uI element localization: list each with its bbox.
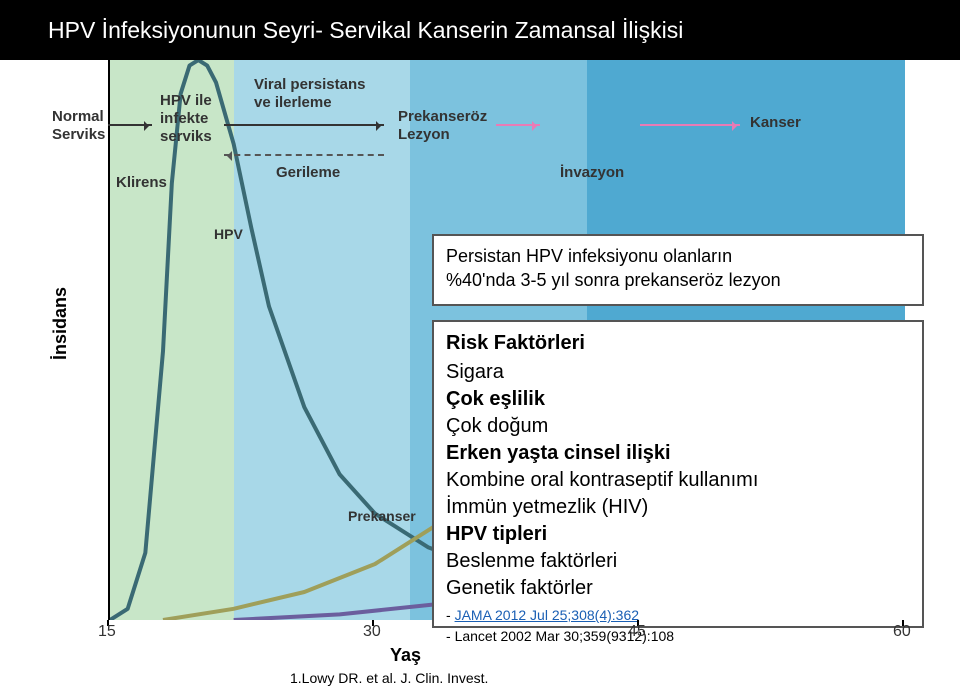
arrow-infekte-to-prekanseroz [224, 124, 384, 126]
curve-label-prekanser: Prekanser [348, 508, 416, 524]
risk-item-0: Sigara [446, 359, 910, 386]
risk-item-3: Erken yaşta cinsel ilişki [446, 440, 910, 467]
label-normal-serviks: Normal Serviks [52, 108, 105, 144]
xtick-label: 30 [363, 623, 381, 641]
slide-title: HPV İnfeksiyonunun Seyri- Servikal Kanse… [0, 0, 960, 60]
label-klirens: Klirens [116, 174, 167, 192]
xtick-label: 45 [628, 623, 646, 641]
progression-labels: Normal Serviks HPV ile infekte serviks K… [0, 64, 960, 214]
arrow-normal-to-infekte [108, 124, 152, 126]
risk-item-7: Beslenme faktörleri [446, 548, 910, 575]
risk-item-1: Çok eşlilik [446, 386, 910, 413]
risk-cite-0: - JAMA 2012 Jul 25;308(4):362 [446, 606, 910, 625]
risk-cite-1: - Lancet 2002 Mar 30;359(9312):108 [446, 627, 910, 646]
xtick-label: 60 [893, 623, 911, 641]
label-viral-persistans: Viral persistans ve ilerleme [254, 76, 365, 112]
risk-item-2: Çok doğum [446, 413, 910, 440]
arrow-gerileme [224, 154, 384, 156]
label-prekanseroz: Prekanseröz Lezyon [398, 108, 487, 144]
risk-title: Risk Faktörleri [446, 330, 910, 357]
arrow-prekanseroz-right [496, 124, 540, 126]
risk-item-8: Genetik faktörler [446, 575, 910, 602]
y-axis-label: İnsidans [50, 287, 71, 360]
xtick-label: 15 [98, 623, 116, 641]
curve-label-hpv: HPV [214, 226, 243, 242]
footnote-citation: 1.Lowy DR. et al. J. Clin. Invest. [290, 670, 488, 686]
risk-item-5: İmmün yetmezlik (HIV) [446, 494, 910, 521]
label-kanser-stage: Kanser [750, 114, 801, 132]
persist-info-box: Persistan HPV infeksiyonu olanların %40'… [432, 234, 924, 306]
arrow-to-kanser [640, 124, 740, 126]
slide-title-text: HPV İnfeksiyonunun Seyri- Servikal Kanse… [48, 17, 683, 44]
label-hpv-infekte: HPV ile infekte serviks [160, 92, 212, 146]
label-gerileme: Gerileme [276, 164, 340, 182]
cite-link-0[interactable]: JAMA 2012 Jul 25;308(4):362 [455, 607, 639, 623]
x-axis-label: Yaş [390, 645, 421, 666]
risk-factors-box: Risk Faktörleri SigaraÇok eşlilikÇok doğ… [432, 320, 924, 628]
risk-item-4: Kombine oral kontraseptif kullanımı [446, 467, 910, 494]
label-invazyon: İnvazyon [560, 164, 624, 182]
persist-l1: Persistan HPV infeksiyonu olanların [446, 244, 910, 268]
persist-l2: %40'nda 3-5 yıl sonra prekanseröz lezyon [446, 268, 910, 292]
risk-item-6: HPV tipleri [446, 521, 910, 548]
